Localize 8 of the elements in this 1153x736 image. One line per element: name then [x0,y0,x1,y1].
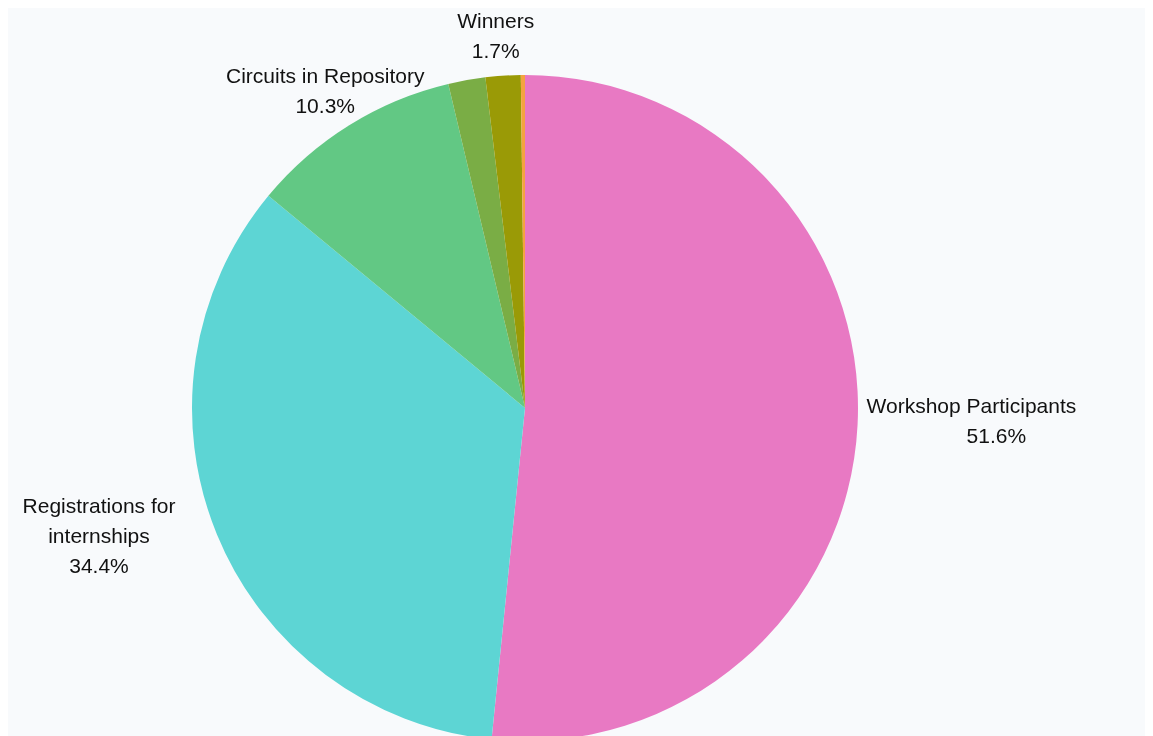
data-label: 51.6% [966,424,1027,448]
slice-label: Registrations for internships [22,493,176,547]
data-label: 1.7% [471,38,520,62]
data-label: 34.4% [69,553,129,577]
data-label: 10.3% [295,93,355,117]
slice-label: Circuits in Repository [226,63,425,87]
slice-label: Winners [457,8,535,32]
slice-label: Workshop Participants [866,394,1077,418]
